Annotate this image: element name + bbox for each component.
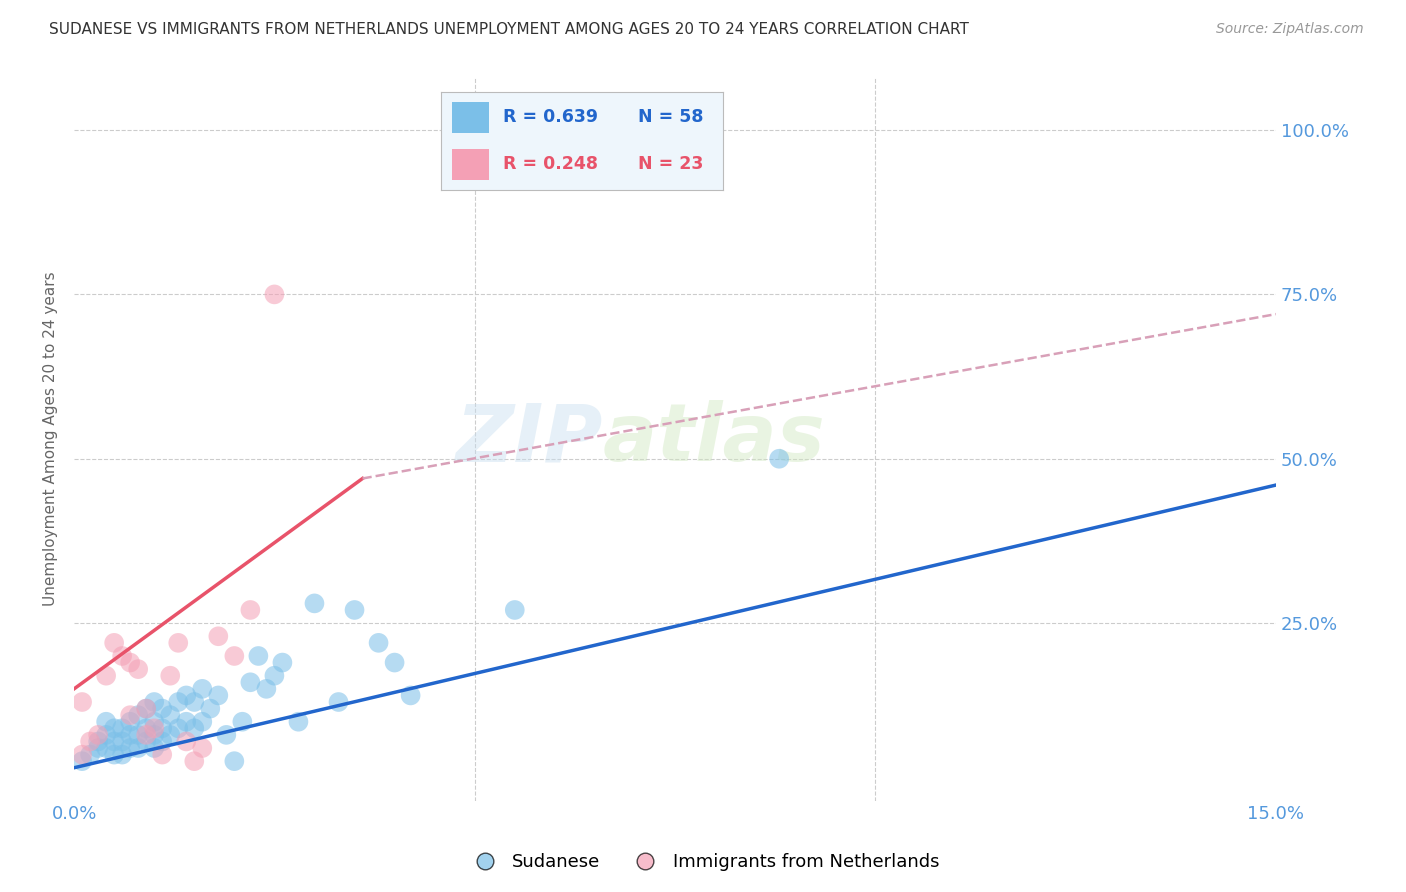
Point (263, 669, 285, 683)
Text: SUDANESE VS IMMIGRANTS FROM NETHERLANDS UNEMPLOYMENT AMONG AGES 20 TO 24 YEARS C: SUDANESE VS IMMIGRANTS FROM NETHERLANDS … (49, 22, 969, 37)
Point (384, 656, 406, 670)
Point (143, 714, 166, 729)
Point (191, 741, 214, 756)
Point (150, 721, 173, 735)
Point (159, 708, 181, 723)
Point (135, 728, 157, 742)
Point (174, 689, 197, 703)
Point (150, 747, 173, 762)
Point (120, 728, 142, 742)
Point (503, 603, 526, 617)
Point (183, 754, 205, 768)
Point (111, 721, 134, 735)
Point (87, 728, 110, 742)
Point (231, 714, 253, 729)
Point (224, 648, 246, 663)
Point (135, 734, 157, 748)
Point (79, 734, 101, 748)
Point (94, 669, 117, 683)
Point (135, 701, 157, 715)
Point (159, 728, 181, 742)
Point (143, 695, 166, 709)
Text: ZIP: ZIP (456, 400, 603, 478)
Point (174, 734, 197, 748)
Point (143, 721, 166, 735)
Point (239, 603, 262, 617)
Point (103, 747, 125, 762)
Point (207, 689, 229, 703)
Point (183, 721, 205, 735)
Point (367, 636, 389, 650)
Point (127, 708, 149, 723)
Point (328, 695, 350, 709)
Point (167, 695, 190, 709)
Point (120, 656, 142, 670)
Point (87, 741, 110, 756)
Point (103, 636, 125, 650)
Point (247, 648, 270, 663)
Point (304, 596, 326, 610)
Point (127, 741, 149, 756)
Point (768, 451, 790, 466)
Point (87, 734, 110, 748)
Point (150, 701, 173, 715)
Point (120, 714, 142, 729)
Point (271, 656, 294, 670)
Point (287, 714, 309, 729)
Point (263, 287, 285, 301)
Point (183, 695, 205, 709)
Point (143, 741, 166, 756)
Point (254, 681, 277, 696)
Text: atlas: atlas (603, 400, 825, 478)
Point (127, 728, 149, 742)
Point (94, 728, 117, 742)
Text: Source: ZipAtlas.com: Source: ZipAtlas.com (1216, 22, 1364, 37)
Point (70, 754, 93, 768)
Point (94, 714, 117, 729)
Point (343, 603, 366, 617)
Point (159, 669, 181, 683)
Point (70, 747, 93, 762)
Point (191, 681, 214, 696)
Point (200, 701, 222, 715)
Point (120, 708, 142, 723)
Point (127, 662, 149, 676)
Point (103, 721, 125, 735)
Point (215, 728, 238, 742)
Point (399, 689, 422, 703)
Point (191, 714, 214, 729)
Point (120, 741, 142, 756)
Point (103, 734, 125, 748)
Point (150, 734, 173, 748)
Y-axis label: Unemployment Among Ages 20 to 24 years: Unemployment Among Ages 20 to 24 years (44, 272, 58, 607)
Point (111, 747, 134, 762)
Point (70, 695, 93, 709)
Point (111, 734, 134, 748)
Point (167, 721, 190, 735)
Point (167, 636, 190, 650)
Legend: Sudanese, Immigrants from Netherlands: Sudanese, Immigrants from Netherlands (460, 847, 946, 879)
Point (174, 714, 197, 729)
Point (135, 721, 157, 735)
Point (207, 629, 229, 643)
Point (79, 747, 101, 762)
Point (239, 675, 262, 690)
Point (224, 754, 246, 768)
Point (94, 741, 117, 756)
Point (143, 728, 166, 742)
Point (111, 648, 134, 663)
Point (135, 701, 157, 715)
